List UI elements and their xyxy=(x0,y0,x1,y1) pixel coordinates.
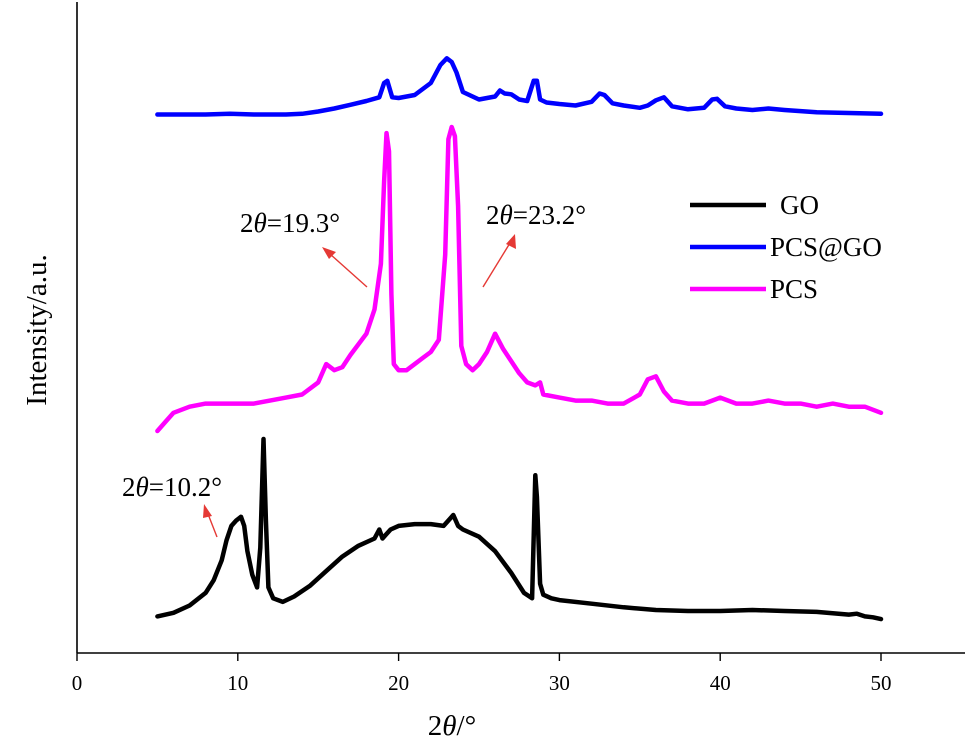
x-axis-title: 2θ/° xyxy=(428,710,476,742)
annotation-19-3-prefix: 2 xyxy=(240,208,254,238)
annotation-19-3-value: =19.3° xyxy=(267,208,340,238)
annotations: 2θ=19.3° 2θ=23.2° 2θ=10.2° xyxy=(122,200,586,538)
x-axis-title-theta: θ xyxy=(442,710,456,742)
annotation-23-2-arrow xyxy=(482,242,511,288)
annotation-10-2-value: =10.2° xyxy=(149,472,222,502)
x-axis-title-prefix: 2 xyxy=(428,710,443,742)
annotation-10-2-theta: θ xyxy=(136,472,149,502)
series-line-pcs-go xyxy=(155,56,884,117)
annotation-19-3-arrow xyxy=(329,253,368,288)
annotation-23-2-prefix: 2 xyxy=(486,200,500,230)
legend-label-pcs-go: PCS@GO xyxy=(770,232,882,262)
annotation-23-2-value: =23.2° xyxy=(513,200,586,230)
series-line-pcs xyxy=(155,124,884,434)
annotation-19-3-arrowhead xyxy=(322,247,336,259)
annotation-23-2: 2θ=23.2° xyxy=(486,200,586,230)
x-tick-label-20: 20 xyxy=(388,671,409,695)
x-tick-label-0: 0 xyxy=(72,671,83,695)
x-tick-label-30: 30 xyxy=(549,671,570,695)
annotation-23-2-arrowhead xyxy=(506,234,516,249)
x-tick-label-10: 10 xyxy=(227,671,248,695)
annotation-10-2-arrow xyxy=(207,513,218,538)
legend: GO PCS@GO PCS xyxy=(690,190,882,304)
annotation-23-2-theta: θ xyxy=(500,200,513,230)
x-tick-label-50: 50 xyxy=(871,671,892,695)
legend-label-go: GO xyxy=(780,190,819,220)
y-axis-title: Intensity/a.u. xyxy=(21,254,53,405)
series-layer xyxy=(155,56,884,622)
annotation-19-3: 2θ=19.3° xyxy=(240,208,340,238)
x-ticks: 0 10 20 30 40 50 xyxy=(72,653,892,695)
annotation-19-3-theta: θ xyxy=(254,208,267,238)
annotation-10-2: 2θ=10.2° xyxy=(122,472,222,502)
series-line-go xyxy=(155,436,884,622)
annotation-10-2-arrowhead xyxy=(203,504,212,518)
annotation-10-2-prefix: 2 xyxy=(122,472,136,502)
legend-label-pcs: PCS xyxy=(770,274,818,304)
x-tick-label-40: 40 xyxy=(710,671,731,695)
x-axis-title-unit: /° xyxy=(457,710,477,742)
